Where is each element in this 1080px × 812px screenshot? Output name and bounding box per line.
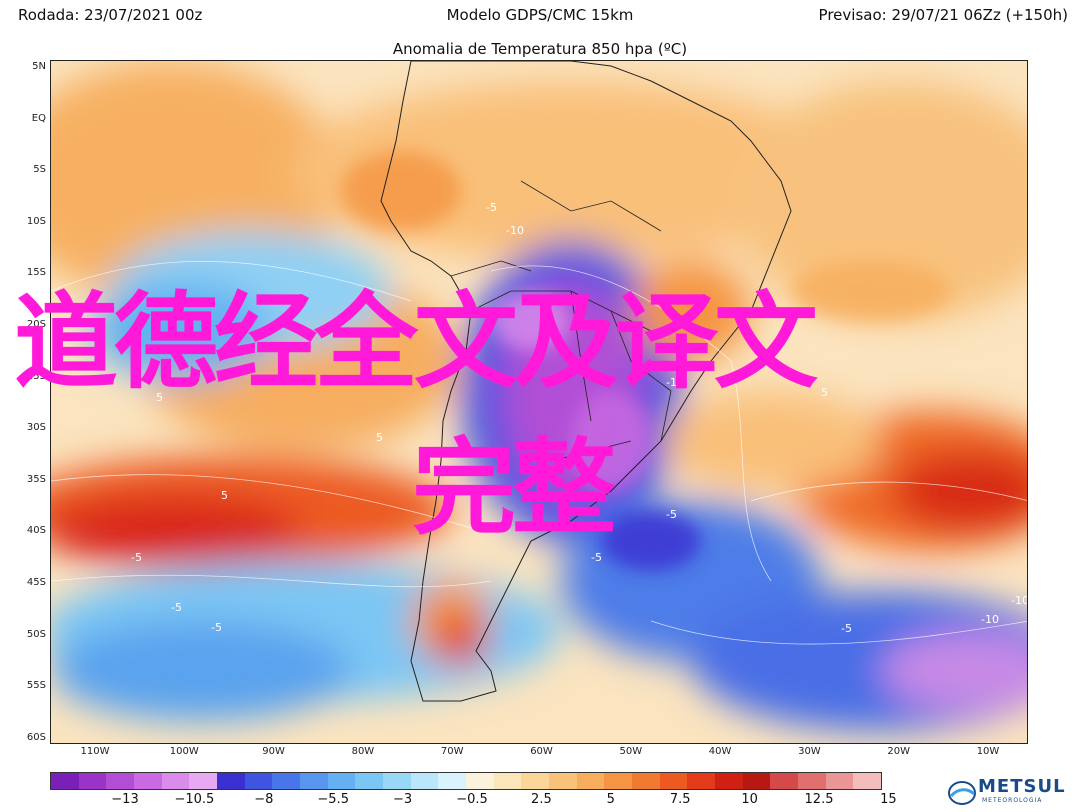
scale-tick-label: 15 [880, 792, 897, 807]
logo-name: METSUL [978, 776, 1066, 797]
scale-tick-label: 7.5 [669, 792, 691, 807]
color-swatch [825, 773, 854, 789]
contour-lines [51, 261, 1027, 645]
longitude-label: 70W [440, 746, 464, 757]
latitude-label: 5N [32, 61, 46, 72]
latitude-label: 45S [26, 577, 46, 588]
color-swatch [106, 773, 135, 789]
scale-tick-label: 10 [741, 792, 758, 807]
contour-value-label: -5 [131, 551, 142, 564]
contour-value-label: -5 [841, 622, 852, 635]
longitude-label: 10W [976, 746, 1000, 757]
color-swatch [244, 773, 273, 789]
contour-value-label: -5 [666, 508, 677, 521]
color-swatch [217, 773, 245, 789]
contour-value-label: -5 [211, 621, 222, 634]
color-swatch [383, 773, 411, 789]
color-swatch [161, 773, 190, 789]
contour-label-group: -5 -10 -10 -10 5 5 5 -5 -5 -5 -5 5 -10 -10 -5 -5 [131, 201, 1028, 635]
scale-tick-label: −8 [254, 792, 274, 807]
latitude-label: 35S [26, 473, 46, 485]
color-swatch [770, 773, 799, 789]
scale-tick-label: 5 [606, 792, 615, 807]
scale-tick-label: −13 [111, 792, 139, 807]
color-swatch [327, 773, 356, 789]
contour-value-label: 5 [821, 386, 828, 399]
color-swatch [521, 773, 550, 789]
contour-value-label: 5 [156, 391, 163, 404]
contour-value-label: -5 [486, 201, 497, 214]
contour-value-label: -10 [1011, 594, 1028, 607]
longitude-label: 20W [887, 746, 910, 757]
color-swatch [549, 773, 577, 789]
color-swatch [51, 773, 79, 789]
latitude-label: 15S [26, 267, 46, 279]
color-swatch [438, 773, 467, 789]
scale-tick-label: 12.5 [804, 792, 834, 807]
longitude-label: 60W [530, 746, 553, 757]
latitude-label: 50S [26, 628, 46, 640]
color-swatch [134, 773, 162, 789]
contour-value-label: -5 [591, 551, 602, 564]
latitude-label: 20S [26, 319, 46, 330]
longitude-label: 40W [708, 746, 732, 757]
color-swatch [687, 773, 716, 789]
color-scale-bar [50, 772, 882, 790]
scale-tick-label: −3 [393, 792, 413, 807]
color-swatch [189, 773, 218, 789]
longitude-label: 100W [169, 746, 199, 757]
scale-tick-label: −10.5 [174, 792, 215, 807]
coastline [380, 61, 792, 702]
contour-value-label: 5 [221, 489, 228, 502]
scale-tick-label: −5.5 [317, 792, 349, 807]
latitude-label: EQ [31, 112, 46, 124]
color-swatch [355, 773, 384, 789]
metsul-logo: METSUL METEOROLOGIA [948, 776, 1078, 810]
latitude-label: 25S [26, 370, 46, 382]
color-swatch [659, 773, 688, 789]
color-swatch [715, 773, 743, 789]
map-canvas: -5 -10 -10 -10 5 5 5 -5 -5 -5 -5 5 -10 -10 -5 -5 [51, 61, 1028, 743]
contour-value-label: -10 [538, 328, 556, 341]
contour-value-label: 5 [376, 431, 383, 444]
color-swatch [632, 773, 660, 789]
longitude-label: 30W [798, 746, 821, 757]
forecast-time: Previsao: 29/07/21 06Zz (+150h) [818, 6, 1068, 24]
latitude-label: 40S [26, 525, 46, 537]
color-swatch [742, 773, 771, 789]
color-swatch [78, 773, 107, 789]
model-name: Modelo GDPS/CMC 15km [446, 6, 634, 24]
anomaly-map[interactable]: -5 -10 -10 -10 5 5 5 -5 -5 -5 -5 5 -10 -10 -5 -5 [50, 60, 1028, 744]
color-swatch [466, 773, 494, 789]
map-title: Anomalia de Temperatura 850 hpa (ºC) [392, 40, 688, 58]
contour-value-label: -10 [981, 613, 999, 626]
latitude-label: 60S [26, 731, 46, 743]
logo-subtitle: METEOROLOGIA [982, 797, 1043, 804]
color-swatch [493, 773, 522, 789]
latitude-label: 55S [26, 680, 46, 692]
country-borders [450, 180, 692, 462]
scale-tick-label: −0.5 [456, 792, 488, 807]
latitude-label: 30S [26, 422, 46, 434]
longitude-label: 110W [80, 746, 110, 757]
color-swatch [272, 773, 301, 789]
contour-value-label: -10 [506, 224, 524, 237]
contour-value-label: -10 [666, 376, 684, 389]
latitude-label: 10S [26, 215, 46, 227]
color-swatch [576, 773, 605, 789]
contour-value-label: -5 [171, 601, 182, 614]
longitude-label: 90W [262, 746, 285, 757]
color-swatch [604, 773, 633, 789]
color-swatch [300, 773, 328, 789]
longitude-label: 80W [351, 746, 375, 757]
color-swatch [853, 773, 882, 789]
color-swatch [798, 773, 826, 789]
scale-tick-label: 2.5 [531, 792, 552, 807]
color-swatch [410, 773, 439, 789]
globe-icon [948, 781, 976, 805]
longitude-label: 50W [619, 746, 643, 757]
run-date: Rodada: 23/07/2021 00z [18, 6, 203, 24]
latitude-label: 5S [33, 164, 46, 176]
